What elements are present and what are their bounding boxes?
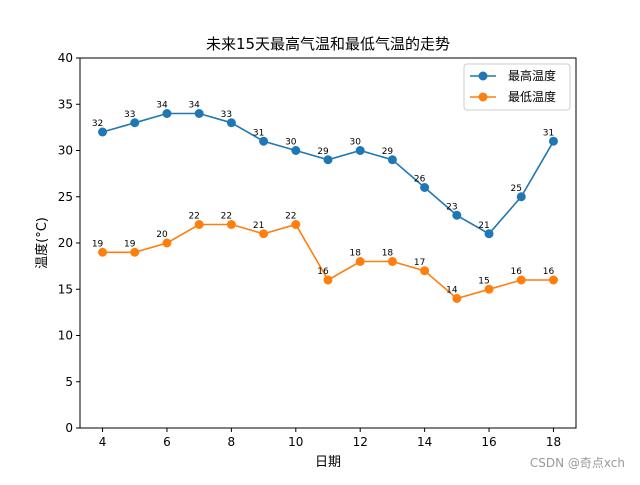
- data-label: 33: [221, 110, 232, 120]
- data-point: [98, 127, 108, 137]
- x-tick-label: 10: [288, 435, 303, 449]
- data-label: 25: [511, 184, 522, 194]
- data-point: [355, 146, 365, 155]
- data-point: [226, 220, 236, 229]
- y-tick-label: 15: [58, 282, 73, 296]
- x-tick-label: 8: [228, 435, 236, 449]
- watermark-text: CSDN @奇点xch: [530, 456, 625, 470]
- legend: 最高温度 最低温度: [463, 63, 571, 111]
- data-point: [259, 136, 269, 146]
- data-point: [226, 118, 236, 128]
- data-label: 21: [478, 221, 489, 231]
- x-tick-label: 12: [353, 435, 368, 449]
- data-point: [420, 183, 430, 192]
- data-point: [323, 155, 333, 165]
- data-point: [420, 266, 430, 276]
- legend-marker-min: [478, 92, 488, 102]
- data-point: [548, 275, 558, 285]
- y-tick-label: 25: [58, 190, 73, 204]
- data-point: [194, 220, 204, 229]
- data-label: 29: [382, 147, 394, 157]
- data-label: 22: [188, 212, 199, 222]
- data-label: 19: [92, 239, 104, 249]
- data-label: 19: [124, 239, 136, 249]
- data-label: 30: [285, 138, 297, 148]
- data-point: [291, 220, 301, 229]
- data-label: 23: [446, 202, 457, 212]
- data-point: [484, 229, 494, 239]
- y-tick-label: 10: [58, 329, 73, 343]
- y-tick-label: 30: [58, 144, 73, 158]
- data-point: [162, 109, 172, 118]
- y-tick-label: 0: [65, 421, 73, 435]
- x-tick-label: 18: [546, 435, 561, 449]
- data-point: [259, 229, 269, 239]
- data-label: 31: [253, 128, 264, 138]
- data-point: [98, 247, 108, 257]
- y-axis-title: 温度(°C): [34, 217, 50, 269]
- data-label: 16: [317, 267, 329, 277]
- y-tick-label: 40: [58, 51, 73, 65]
- data-point: [516, 275, 526, 285]
- data-point: [291, 146, 301, 155]
- x-tick-label: 4: [99, 435, 107, 449]
- data-point: [516, 192, 526, 202]
- y-tick-label: 5: [65, 375, 73, 389]
- data-point: [323, 275, 333, 285]
- data-label: 22: [285, 212, 296, 222]
- legend-label-min: 最低温度: [508, 89, 556, 104]
- data-point: [162, 238, 172, 248]
- legend-marker-max: [478, 71, 488, 81]
- x-tick-label: 14: [417, 435, 432, 449]
- data-label: 18: [382, 249, 394, 259]
- chart-title: 未来15天最高气温和最低气温的走势: [206, 35, 450, 53]
- data-label: 21: [253, 221, 264, 231]
- data-point: [484, 284, 494, 294]
- plot-frame: [79, 57, 577, 429]
- y-tick-label: 35: [58, 97, 73, 111]
- x-axis-title: 日期: [315, 455, 341, 470]
- data-point: [130, 118, 140, 128]
- data-point: [452, 294, 462, 303]
- legend-label-max: 最高温度: [508, 68, 556, 83]
- x-tick-label: 16: [481, 435, 496, 449]
- data-point: [194, 109, 204, 118]
- data-point: [548, 136, 558, 146]
- y-tick-label: 20: [58, 236, 73, 250]
- data-label: 15: [478, 276, 489, 286]
- data-label: 29: [317, 147, 329, 157]
- x-tick-label: 6: [163, 435, 171, 449]
- data-label: 20: [156, 230, 168, 240]
- data-label: 30: [349, 138, 361, 148]
- data-point: [387, 155, 397, 165]
- data-label: 22: [221, 212, 232, 222]
- data-label: 16: [511, 267, 523, 277]
- data-label: 14: [446, 286, 458, 296]
- data-label: 16: [543, 267, 555, 277]
- data-label: 18: [349, 249, 361, 259]
- data-point: [355, 257, 365, 266]
- data-label: 17: [414, 258, 425, 268]
- data-label: 31: [543, 128, 554, 138]
- data-label: 26: [414, 175, 426, 185]
- data-label: 32: [92, 119, 103, 129]
- data-point: [452, 210, 462, 220]
- data-point: [130, 247, 140, 257]
- data-label: 34: [188, 101, 200, 111]
- data-point: [387, 257, 397, 266]
- data-label: 34: [156, 101, 168, 111]
- data-label: 33: [124, 110, 135, 120]
